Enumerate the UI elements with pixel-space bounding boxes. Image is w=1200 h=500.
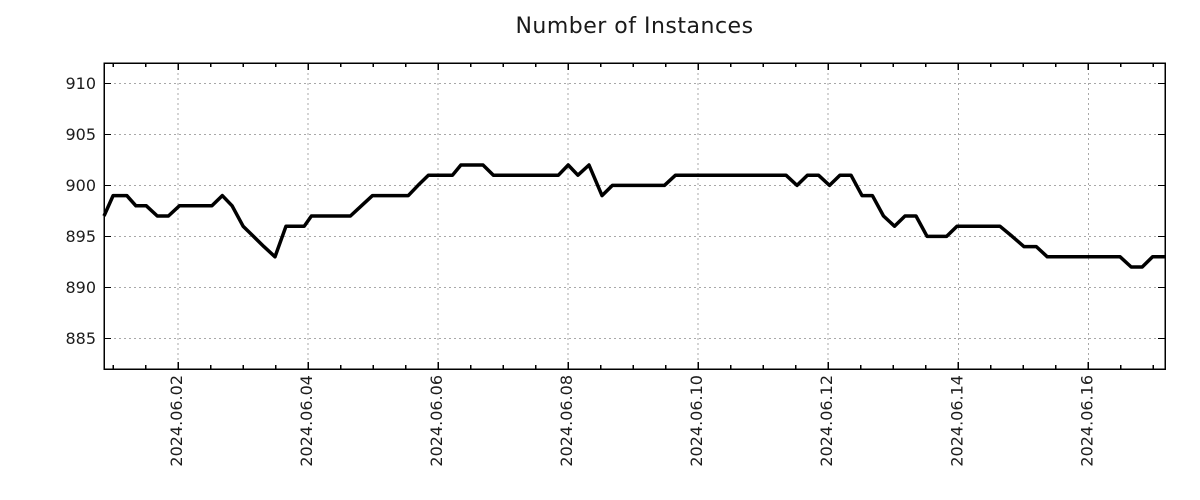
plot-border: [103, 62, 1166, 370]
y-tick-label: 910: [65, 74, 96, 93]
x-tick-label: 2024.06.14: [947, 375, 966, 467]
x-tick-label: 2024.06.02: [167, 375, 186, 467]
x-tick-label: 2024.06.12: [817, 375, 836, 467]
y-tick-label: 905: [65, 125, 96, 144]
y-tick-label: 900: [65, 176, 96, 195]
y-tick-label: 895: [65, 227, 96, 246]
chart-title: Number of Instances: [515, 14, 754, 39]
y-tick-label: 885: [65, 329, 96, 348]
x-tick-label: 2024.06.16: [1077, 375, 1096, 467]
x-tick-label: 2024.06.04: [297, 375, 316, 467]
x-tick-label: 2024.06.10: [687, 375, 706, 467]
y-tick-label: 890: [65, 278, 96, 297]
data-line: [102, 163, 1165, 269]
x-tick-label: 2024.06.08: [557, 375, 576, 467]
x-tick-label: 2024.06.06: [427, 375, 446, 467]
